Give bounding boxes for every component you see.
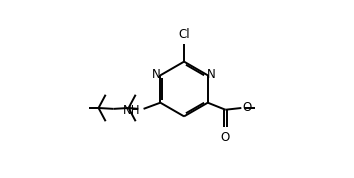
Text: N: N	[152, 68, 161, 81]
Text: O: O	[243, 101, 252, 114]
Text: N: N	[207, 68, 216, 81]
Text: NH: NH	[123, 104, 141, 117]
Text: Cl: Cl	[178, 28, 190, 41]
Text: O: O	[221, 131, 230, 144]
